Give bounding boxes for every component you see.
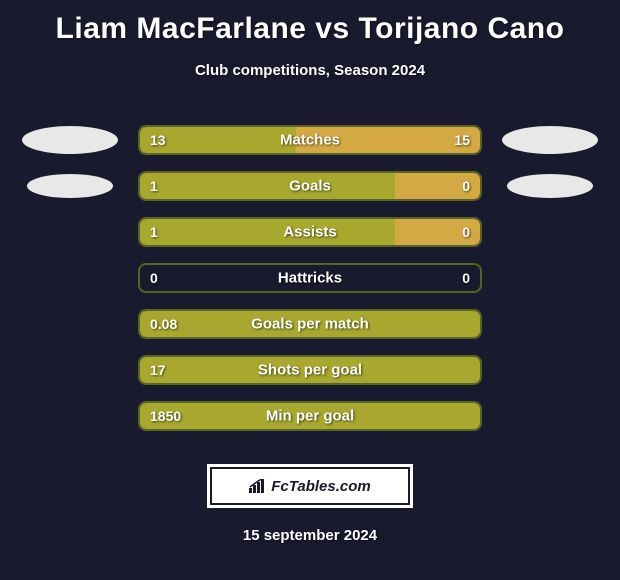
logo-cell-right: [490, 126, 610, 154]
team-logo-right: [502, 126, 598, 154]
stat-label: Shots per goal: [258, 362, 362, 379]
stats-chart: 13 Matches 15 1 Goals 0 1 Assists 0 0 Hattricks 0 0.…: [0, 117, 620, 439]
stat-label: Matches: [280, 132, 340, 149]
stat-bar: 1850 Min per goal: [138, 401, 482, 431]
stat-row: 1 Assists 0: [10, 209, 610, 255]
stat-row: 0 Hattricks 0: [10, 255, 610, 301]
stat-value-left: 1: [150, 224, 158, 240]
stat-label: Hattricks: [278, 270, 342, 287]
stat-row: 1 Goals 0: [10, 163, 610, 209]
logo-cell-right: [490, 174, 610, 198]
subtitle: Club competitions, Season 2024: [0, 62, 620, 79]
stat-bar: 17 Shots per goal: [138, 355, 482, 385]
stat-value-right: 0: [462, 270, 470, 286]
stat-value-left: 0: [150, 270, 158, 286]
stat-value-right: 0: [462, 178, 470, 194]
logo-cell-left: [10, 174, 130, 198]
stat-label: Assists: [283, 224, 336, 241]
badge-text: FcTables.com: [271, 478, 370, 495]
team-logo-right: [507, 174, 593, 198]
stat-label: Min per goal: [266, 408, 354, 425]
bar-left-fill: [140, 219, 395, 245]
stat-row: 13 Matches 15: [10, 117, 610, 163]
stat-bar: 1 Assists 0: [138, 217, 482, 247]
stat-value-left: 1: [150, 178, 158, 194]
stat-value-left: 13: [150, 132, 166, 148]
date-text: 15 september 2024: [0, 527, 620, 544]
stat-value-left: 17: [150, 362, 166, 378]
bar-left-fill: [140, 173, 395, 199]
stat-row: 17 Shots per goal: [10, 347, 610, 393]
stat-value-left: 1850: [150, 408, 181, 424]
chart-icon: [249, 479, 267, 493]
stat-value-right: 15: [454, 132, 470, 148]
stat-bar: 13 Matches 15: [138, 125, 482, 155]
stat-value-right: 0: [462, 224, 470, 240]
stat-label: Goals: [289, 178, 331, 195]
stat-value-left: 0.08: [150, 316, 177, 332]
team-logo-left: [22, 126, 118, 154]
page-title: Liam MacFarlane vs Torijano Cano: [0, 0, 620, 46]
stat-bar: 0.08 Goals per match: [138, 309, 482, 339]
stat-row: 0.08 Goals per match: [10, 301, 610, 347]
stat-bar: 0 Hattricks 0: [138, 263, 482, 293]
stat-row: 1850 Min per goal: [10, 393, 610, 439]
team-logo-left: [27, 174, 113, 198]
fctables-badge[interactable]: FcTables.com: [210, 467, 410, 505]
stat-label: Goals per match: [251, 316, 369, 333]
stat-bar: 1 Goals 0: [138, 171, 482, 201]
logo-cell-left: [10, 126, 130, 154]
